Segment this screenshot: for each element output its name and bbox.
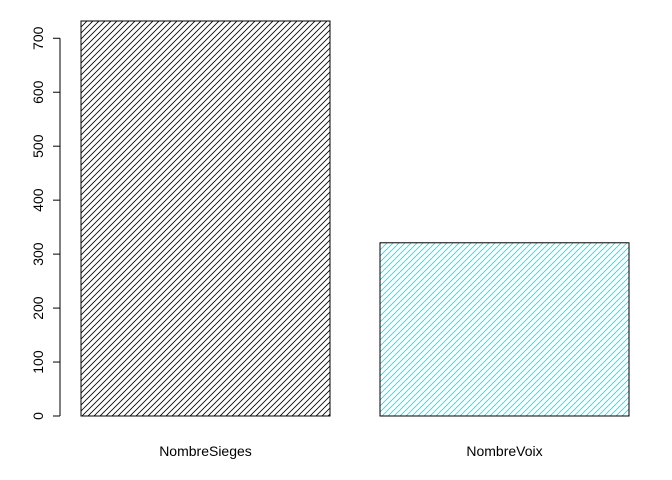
y-tick-label: 400 <box>30 188 46 212</box>
bars <box>80 20 630 417</box>
y-tick-label: 200 <box>30 296 46 320</box>
y-tick-label: 700 <box>30 26 46 50</box>
x-category-label: NombreSieges <box>159 443 252 459</box>
y-tick-label: 100 <box>30 350 46 374</box>
y-tick-label: 300 <box>30 242 46 266</box>
bar-nombrevoix <box>379 242 630 417</box>
y-tick-label: 600 <box>30 80 46 104</box>
bar-nombresieges <box>80 20 331 417</box>
x-category-label: NombreVoix <box>466 443 542 459</box>
y-tick-label: 500 <box>30 134 46 158</box>
category-labels: NombreSieges NombreVoix <box>159 443 542 459</box>
y-axis: 0 100 200 300 400 500 600 700 <box>30 26 61 420</box>
y-tick-label: 0 <box>30 412 46 420</box>
